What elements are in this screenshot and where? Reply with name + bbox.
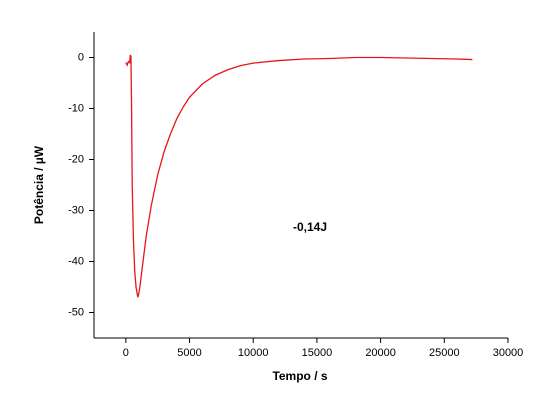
y-tick-label: 0 bbox=[78, 51, 84, 63]
y-tick-label: -20 bbox=[68, 153, 84, 165]
x-tick-label: 30000 bbox=[493, 347, 524, 359]
annotation: -0,14J bbox=[293, 220, 327, 234]
x-tick-label: 5000 bbox=[177, 347, 201, 359]
x-axis-label: Tempo / s bbox=[272, 369, 327, 383]
x-tick-label: 20000 bbox=[365, 347, 396, 359]
x-tick-label: 15000 bbox=[302, 347, 333, 359]
y-tick-label: -50 bbox=[68, 306, 84, 318]
x-tick-label: 25000 bbox=[429, 347, 460, 359]
y-axis-label: Potência / µW bbox=[32, 145, 46, 224]
y-tick-label: -10 bbox=[68, 102, 84, 114]
data-line bbox=[125, 54, 473, 298]
x-tick-label: 0 bbox=[123, 347, 129, 359]
y-tick-label: -30 bbox=[68, 204, 84, 216]
y-tick-label: -40 bbox=[68, 255, 84, 267]
x-tick-label: 10000 bbox=[238, 347, 269, 359]
